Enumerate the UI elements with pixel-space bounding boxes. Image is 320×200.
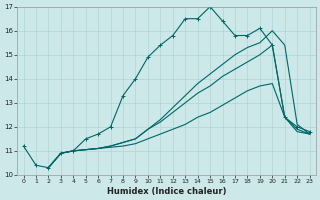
X-axis label: Humidex (Indice chaleur): Humidex (Indice chaleur) [107,187,226,196]
